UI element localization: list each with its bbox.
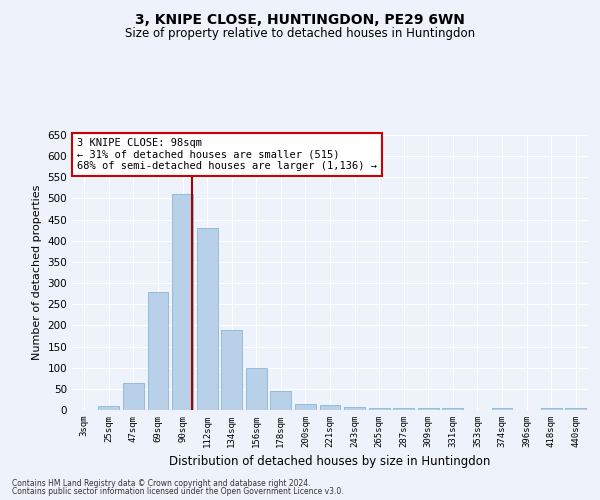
- Bar: [320, 405, 340, 410]
- Bar: [295, 404, 316, 410]
- Bar: [565, 408, 586, 410]
- Bar: [393, 408, 414, 410]
- Bar: [418, 408, 439, 410]
- Bar: [123, 382, 144, 410]
- Y-axis label: Number of detached properties: Number of detached properties: [32, 185, 42, 360]
- Bar: [491, 408, 512, 410]
- Bar: [148, 292, 169, 410]
- Bar: [172, 194, 193, 410]
- Bar: [271, 391, 292, 410]
- Bar: [541, 408, 562, 410]
- Bar: [221, 330, 242, 410]
- Bar: [368, 408, 389, 410]
- X-axis label: Distribution of detached houses by size in Huntingdon: Distribution of detached houses by size …: [169, 456, 491, 468]
- Bar: [344, 406, 365, 410]
- Bar: [442, 408, 463, 410]
- Bar: [98, 406, 119, 410]
- Text: Contains HM Land Registry data © Crown copyright and database right 2024.: Contains HM Land Registry data © Crown c…: [12, 478, 311, 488]
- Text: 3, KNIPE CLOSE, HUNTINGDON, PE29 6WN: 3, KNIPE CLOSE, HUNTINGDON, PE29 6WN: [135, 12, 465, 26]
- Bar: [246, 368, 267, 410]
- Text: 3 KNIPE CLOSE: 98sqm
← 31% of detached houses are smaller (515)
68% of semi-deta: 3 KNIPE CLOSE: 98sqm ← 31% of detached h…: [77, 138, 377, 171]
- Text: Size of property relative to detached houses in Huntingdon: Size of property relative to detached ho…: [125, 28, 475, 40]
- Bar: [197, 228, 218, 410]
- Text: Contains public sector information licensed under the Open Government Licence v3: Contains public sector information licen…: [12, 487, 344, 496]
